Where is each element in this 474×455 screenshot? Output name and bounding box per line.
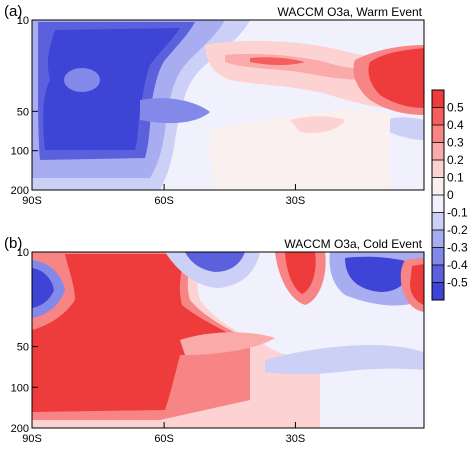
- colorbar: 0.5 0.4 0.3 0.2 0.1 0 -0.1 -0.2 -0.3 -0.4 -0.5: [431, 89, 468, 301]
- x-tick-label: 30S: [286, 195, 306, 207]
- panel-b-negative-lower: [265, 345, 424, 375]
- x-tick-label: 60S: [154, 433, 174, 445]
- panel-b-negative-right-core: [345, 256, 411, 292]
- y-tick-label: 50: [17, 342, 29, 354]
- colorbar-label: 0: [447, 188, 454, 202]
- x-tick-label: 90S: [22, 433, 42, 445]
- y-tick-label: 100: [11, 146, 29, 158]
- colorbar-segment: [432, 195, 444, 213]
- x-tick-label: 30S: [286, 433, 306, 445]
- panel-a-negative-blob: [64, 68, 100, 92]
- colorbar-segment: [432, 212, 444, 231]
- panel-a-label: (a): [4, 3, 22, 20]
- colorbar-label: -0.5: [447, 276, 468, 290]
- colorbar-label: -0.4: [447, 258, 468, 272]
- panel-a: (a) WACCM O3a, Warm Event 90S 60S 30S 10 50 1…: [4, 3, 425, 207]
- panel-a-title: WACCM O3a, Warm Event: [278, 5, 423, 19]
- y-tick-label: 10: [17, 15, 29, 27]
- colorbar-label: 0.1: [447, 171, 464, 185]
- y-tick-label: 50: [17, 106, 29, 118]
- panel-a-frame: [31, 19, 425, 191]
- y-tick-label: 100: [11, 382, 29, 394]
- panel-a-negative-core: [43, 28, 180, 150]
- y-tick-label: 200: [11, 423, 29, 435]
- panel-b-field: [32, 252, 424, 428]
- panel-b-positive-core: [32, 254, 240, 412]
- colorbar-label: 0.3: [447, 136, 464, 150]
- colorbar-segment: [432, 142, 444, 161]
- panel-b-label: (b): [4, 235, 22, 252]
- x-tick-label: 90S: [22, 195, 42, 207]
- panel-a-negative-right: [385, 117, 424, 140]
- panel-b-positive-tongue: [180, 332, 275, 355]
- panel-a-positive-lower: [209, 109, 390, 190]
- colorbar-segment: [432, 177, 444, 196]
- panel-a-positive-lower-inner: [290, 116, 345, 133]
- colorbar-label: 0.5: [447, 101, 464, 115]
- colorbar-label: 0.4: [447, 118, 464, 132]
- panel-b-title: WACCM O3a, Cold Event: [284, 237, 422, 251]
- colorbar-segment: [432, 125, 444, 143]
- colorbar-segment: [432, 90, 444, 108]
- panel-b: (b) WACCM O3a, Cold Event 90S 60S 30S 10 50 1…: [4, 235, 425, 445]
- colorbar-segment: [432, 230, 444, 248]
- panel-b-frame: [31, 251, 425, 429]
- x-tick-label: 60S: [154, 195, 174, 207]
- panel-b-negative-left-core: [32, 268, 54, 308]
- panel-a-field: [32, 20, 424, 190]
- panel-a-positive-right-core: [368, 48, 424, 108]
- colorbar-segment: [432, 282, 444, 301]
- panel-b-positive-right-core: [410, 264, 424, 305]
- colorbar-label: -0.1: [447, 206, 468, 220]
- colorbar-label: 0.2: [447, 153, 464, 167]
- y-tick-label: 10: [17, 247, 29, 259]
- panel-b-positive-mid-top-core: [285, 252, 316, 294]
- colorbar-segment: [432, 107, 444, 126]
- colorbar-segment: [432, 247, 444, 266]
- colorbar-segment: [432, 265, 444, 283]
- colorbar-label: -0.3: [447, 241, 468, 255]
- panel-b-negative-top-core: [185, 252, 245, 272]
- colorbar-label: -0.2: [447, 223, 468, 237]
- panel-a-ticks: 90S 60S 30S 10 50 100 200: [11, 15, 306, 207]
- panel-a-negative-tongue: [140, 98, 210, 124]
- colorbar-segment: [432, 160, 444, 178]
- panel-a-positive-strong: [250, 57, 305, 65]
- panel-b-ticks: 90S 60S 30S 10 50 100 200: [11, 247, 306, 445]
- y-tick-label: 200: [11, 185, 29, 197]
